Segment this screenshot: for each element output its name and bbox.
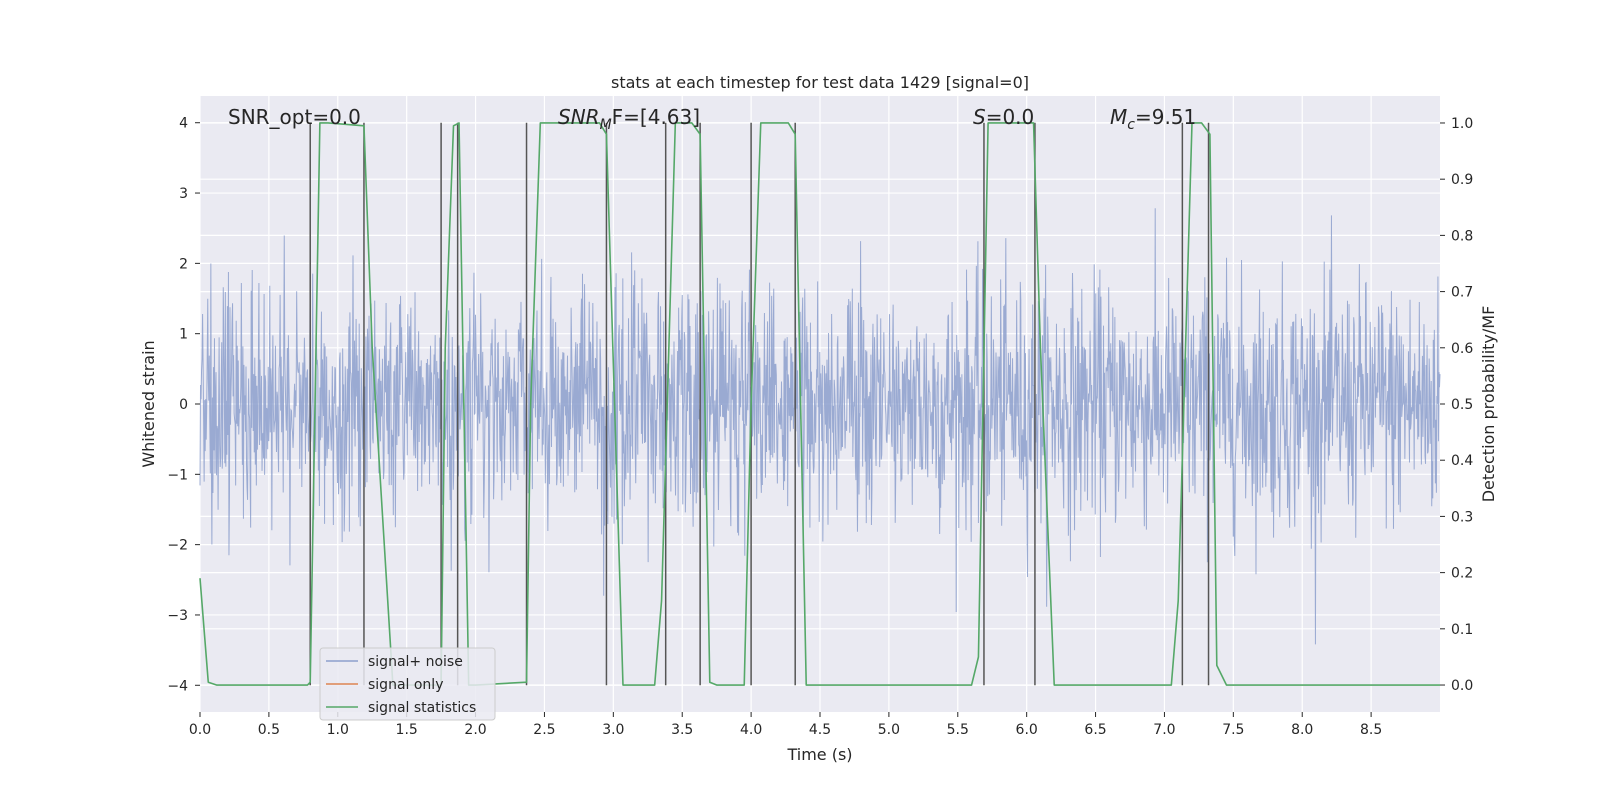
x-axis-label: Time (s) [786, 745, 852, 764]
x-tick-label: 7.5 [1222, 722, 1244, 738]
legend: signal+ noise signal only signal statist… [319, 647, 496, 721]
x-tick-label: 8.5 [1360, 722, 1382, 738]
y-left-tick-label: 1 [179, 327, 188, 343]
y-right-tick-label: 0.6 [1451, 341, 1473, 357]
y-left-tick-label: 0 [179, 397, 188, 413]
legend-label-signal-statistics: signal statistics [368, 700, 476, 716]
signal-noise-line [199, 208, 1441, 645]
annotation-s: S=0.0 [973, 105, 1034, 129]
y-left-tick-label: −1 [167, 467, 188, 483]
x-tick-label: 1.0 [327, 722, 349, 738]
x-tick-label: 5.5 [947, 722, 969, 738]
legend-label-signal-only: signal only [368, 677, 443, 693]
y-right-tick-label: 0.7 [1451, 285, 1473, 301]
y-right-axis-label: Detection probability/MF [1479, 306, 1498, 503]
y-right-tick-label: 0.2 [1451, 566, 1473, 582]
x-tick-label: 6.5 [1084, 722, 1106, 738]
x-tick-labels: 0.0 0.5 1.0 1.5 2.0 2.5 3.0 3.5 4.0 4.5 5.0 5.5 6.0 6… [189, 712, 1382, 738]
x-tick-label: 2.0 [464, 722, 486, 738]
x-tick-label: 5.0 [878, 722, 900, 738]
y-right-tick-label: 0.8 [1451, 228, 1473, 244]
y-left-tick-label: −3 [167, 608, 188, 624]
y-right-tick-labels: 0.0 0.1 0.2 0.3 0.4 0.5 0.6 0.7 0.8 0.9 1.0 [1440, 116, 1473, 694]
y-right-tick-label: 0.1 [1451, 622, 1473, 638]
y-left-tick-label: −4 [167, 678, 188, 694]
x-tick-label: 4.5 [809, 722, 831, 738]
y-left-tick-label: −2 [167, 538, 188, 554]
x-tick-label: 3.0 [602, 722, 624, 738]
y-left-tick-label: 2 [179, 256, 188, 272]
y-left-tick-labels: −4 −3 −2 −1 0 1 2 3 4 [167, 116, 200, 694]
annotation-snr-mf: SNRMF=[4.63] [558, 105, 700, 133]
y-left-tick-label: 4 [179, 116, 188, 132]
x-tick-label: 8.0 [1291, 722, 1313, 738]
y-right-tick-label: 0.4 [1451, 453, 1473, 469]
x-tick-label: 0.0 [189, 722, 211, 738]
legend-label-signal-noise: signal+ noise [368, 654, 463, 670]
y-right-tick-label: 0.9 [1451, 172, 1473, 188]
signal-statistics-line [199, 122, 1440, 686]
x-tick-label: 1.5 [396, 722, 418, 738]
y-left-tick-label: 3 [179, 186, 188, 202]
annotation-snr-opt: SNR_opt=0.0 [228, 105, 361, 129]
y-right-tick-label: 0.3 [1451, 509, 1473, 525]
x-tick-label: 3.5 [671, 722, 693, 738]
chart-title: stats at each timestep for test data 142… [611, 73, 1029, 92]
x-tick-label: 4.0 [740, 722, 762, 738]
x-tick-label: 6.0 [1016, 722, 1038, 738]
x-tick-label: 2.5 [533, 722, 555, 738]
legend-box [319, 647, 496, 721]
y-left-axis-label: Whitened strain [139, 340, 158, 467]
noise-series [199, 208, 1441, 645]
x-tick-label: 0.5 [258, 722, 280, 738]
y-right-tick-label: 0.5 [1451, 397, 1473, 413]
annotation-mc: Mc=9.51 [1110, 105, 1196, 133]
y-right-tick-label: 0.0 [1451, 678, 1473, 694]
x-tick-label: 7.0 [1153, 722, 1175, 738]
y-right-tick-label: 1.0 [1451, 116, 1473, 132]
